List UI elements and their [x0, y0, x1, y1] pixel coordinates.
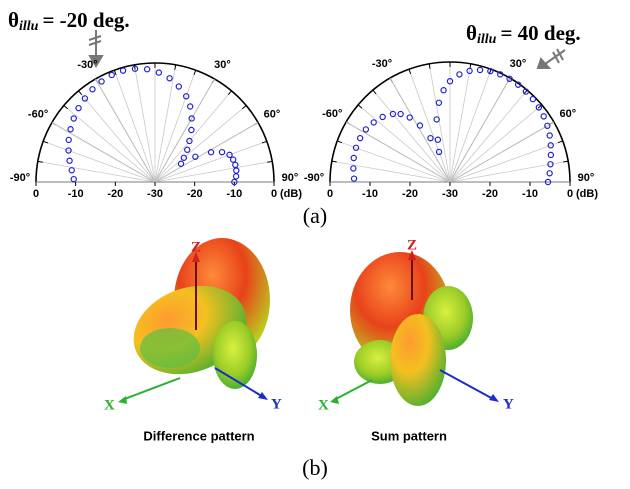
- r-tick-label: 0: [33, 188, 39, 200]
- pattern-label: Sum pattern: [371, 428, 447, 443]
- title-text: = 40 deg.: [500, 21, 580, 45]
- marker: [67, 158, 72, 163]
- marker: [371, 120, 376, 125]
- r-tick-label: -30: [147, 188, 163, 200]
- theta-tick-label: -90°: [10, 172, 30, 184]
- marker: [234, 174, 239, 179]
- pattern-3d: [118, 238, 270, 404]
- marker: [380, 114, 385, 119]
- marker: [167, 76, 172, 81]
- marker: [178, 161, 183, 166]
- marker: [176, 84, 181, 89]
- marker: [358, 136, 363, 141]
- theta-tick-label: 90°: [282, 172, 299, 184]
- r-tick-label: -10: [522, 188, 538, 200]
- pattern-3d: [330, 250, 499, 406]
- marker: [477, 67, 482, 72]
- theta-tick-label: 90°: [578, 172, 595, 184]
- title-symbol: θ: [466, 21, 477, 45]
- marker: [541, 114, 546, 119]
- marker: [351, 166, 356, 171]
- theta-tick-label: -60°: [322, 108, 342, 120]
- theta-tick-label: 30°: [510, 58, 527, 70]
- title: θillu= 40 deg.: [466, 21, 581, 47]
- r-tick-label: -20: [107, 188, 123, 200]
- marker: [363, 127, 368, 132]
- r-tick-label: -30: [442, 188, 458, 200]
- marker: [145, 67, 150, 72]
- theta-tick-label: -30°: [77, 59, 97, 71]
- theta-tick-label: 30°: [214, 59, 231, 71]
- marker: [219, 150, 224, 155]
- r-tick-label: 0: [271, 188, 277, 200]
- caption: (a): [303, 203, 327, 228]
- marker: [231, 157, 236, 162]
- marker: [434, 117, 439, 122]
- marker: [428, 136, 433, 141]
- marker: [435, 137, 440, 142]
- title-text: = -20 deg.: [42, 8, 129, 32]
- marker: [189, 127, 194, 132]
- marker: [351, 155, 356, 160]
- marker: [90, 87, 95, 92]
- title: θillu= -20 deg.: [8, 8, 130, 34]
- marker: [71, 177, 76, 182]
- marker: [68, 127, 73, 132]
- r-tick-label: -20: [482, 188, 498, 200]
- axis-x-label: X: [104, 397, 115, 413]
- marker: [66, 137, 71, 142]
- r-tick-label: -10: [362, 188, 378, 200]
- marker: [407, 115, 412, 120]
- theta-tick-label: -90°: [304, 172, 324, 184]
- marker: [99, 79, 104, 84]
- marker: [398, 111, 403, 116]
- r-axis-label: (dB): [576, 188, 598, 200]
- r-tick-label: -20: [402, 188, 418, 200]
- r-tick-label: 0: [327, 188, 333, 200]
- r-tick-label: 0: [567, 188, 573, 200]
- marker: [188, 104, 193, 109]
- r-tick-label: -10: [226, 188, 242, 200]
- marker: [120, 68, 125, 73]
- marker: [208, 150, 213, 155]
- marker: [417, 123, 422, 128]
- marker: [436, 100, 441, 105]
- theta-tick-label: 60°: [559, 108, 576, 120]
- axis-y-label: Y: [503, 396, 514, 412]
- axis-z-label: Z: [191, 239, 201, 255]
- title-subscript: illu: [19, 19, 39, 34]
- theta-tick-label: -60°: [28, 108, 48, 120]
- axis-y-label: Y: [271, 396, 282, 412]
- marker: [233, 162, 238, 167]
- title-symbol: θ: [8, 8, 19, 32]
- marker: [234, 168, 239, 173]
- marker: [441, 88, 446, 93]
- marker: [185, 147, 190, 152]
- marker: [351, 176, 356, 181]
- marker: [547, 171, 552, 176]
- marker: [69, 168, 74, 173]
- axis-x-label: X: [318, 397, 329, 413]
- axis-z-label: Z: [407, 237, 417, 253]
- pattern-label: Difference pattern: [143, 428, 254, 443]
- marker: [109, 72, 114, 77]
- marker: [76, 106, 81, 111]
- marker: [547, 133, 552, 138]
- r-axis-label: (dB): [280, 188, 302, 200]
- marker: [457, 72, 462, 77]
- figure: θillu= -20 deg. θillu= 40 deg. (a) (b) Z…: [0, 0, 630, 489]
- caption: (b): [302, 455, 328, 480]
- marker: [530, 97, 535, 102]
- marker: [156, 70, 161, 75]
- theta-tick-label: -30°: [372, 58, 392, 70]
- r-tick-label: -20: [187, 188, 203, 200]
- theta-tick-label: 60°: [264, 108, 281, 120]
- title-subscript: illu: [477, 32, 497, 47]
- marker: [71, 116, 76, 121]
- marker: [548, 152, 553, 157]
- r-tick-label: -10: [68, 188, 84, 200]
